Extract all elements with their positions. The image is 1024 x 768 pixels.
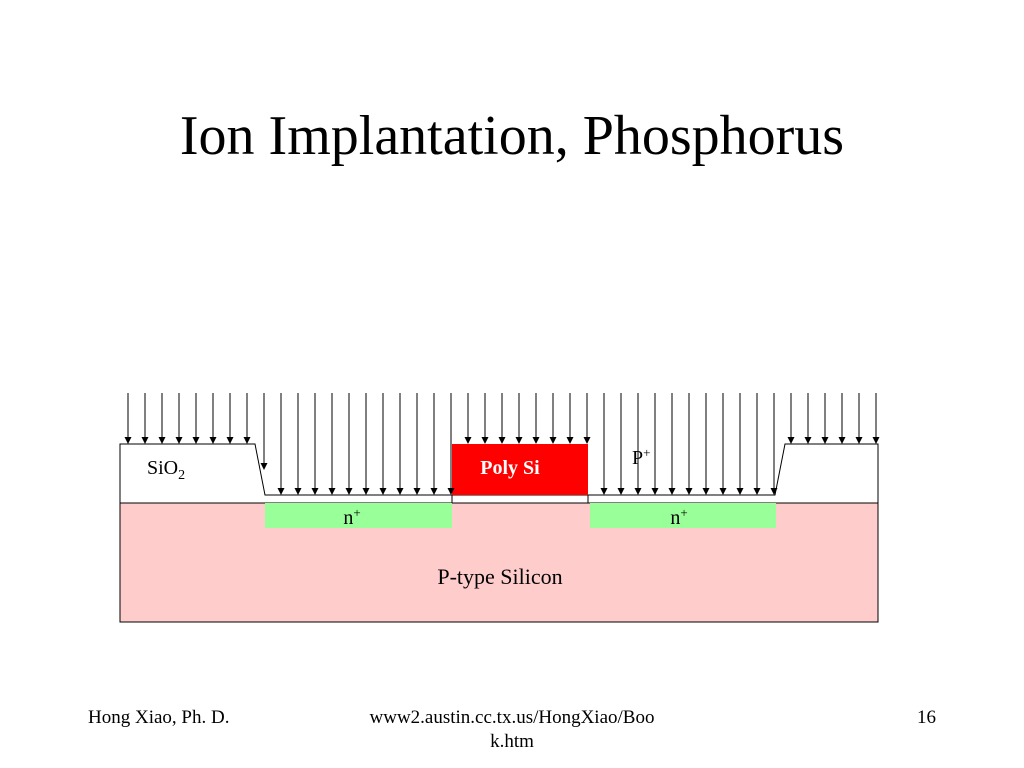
- ion-arrow-head: [430, 488, 438, 495]
- ion-arrow-head: [379, 488, 387, 495]
- ion-arrow-head: [617, 488, 625, 495]
- ion-arrow-head: [583, 437, 591, 444]
- ion-arrow-head: [736, 488, 744, 495]
- n-plus-right-label: n+: [670, 505, 687, 529]
- n-plus-left-label: n+: [343, 505, 360, 529]
- ion-arrow-head: [226, 437, 234, 444]
- ion-arrow-head: [158, 437, 166, 444]
- footer-url-line-1: www2.austin.cc.tx.us/HongXiao/Boo: [369, 707, 655, 728]
- footer-url: www2.austin.cc.tx.us/HongXiao/Boo k.htm: [360, 706, 664, 754]
- ion-arrow-head: [600, 488, 608, 495]
- n-plus-region-left: [265, 503, 452, 528]
- ion-arrow-head: [770, 488, 778, 495]
- ion-arrow-head: [566, 437, 574, 444]
- ion-arrow-head: [294, 488, 302, 495]
- p-plus-region-box: [624, 436, 678, 476]
- ion-arrow-head: [787, 437, 795, 444]
- sio2-label: SiO2: [147, 457, 185, 483]
- n-plus-region-right: [590, 503, 776, 528]
- poly-si-label: Poly Si: [480, 457, 540, 479]
- footer-url-line-2: k.htm: [490, 731, 534, 752]
- ion-arrow-head: [277, 488, 285, 495]
- ion-arrow-head: [838, 437, 846, 444]
- ion-arrow-head: [243, 437, 251, 444]
- ion-arrow-head: [447, 488, 455, 495]
- ion-arrow-head: [515, 437, 523, 444]
- ion-arrow-head: [668, 488, 676, 495]
- ion-arrow-head: [413, 488, 421, 495]
- slide-title: Ion Implantation, Phosphorus: [179, 105, 845, 167]
- ion-arrow-head: [328, 488, 336, 495]
- ion-arrow-head: [549, 437, 557, 444]
- ion-arrow-head: [719, 488, 727, 495]
- ion-arrow-head: [362, 488, 370, 495]
- substrate-label: P-type Silicon: [437, 564, 562, 589]
- ion-arrow-head: [804, 437, 812, 444]
- p-plus-label: P+: [632, 445, 650, 469]
- sio2-layer-right: [587, 443, 879, 504]
- phosphorus-ion-arrows: [124, 393, 880, 495]
- page-number: 16: [917, 707, 936, 728]
- footer-author: Hong Xiao, Ph. D.: [88, 707, 230, 728]
- ion-arrow-head: [498, 437, 506, 444]
- ion-arrow-head: [209, 437, 217, 444]
- ion-arrow-head: [464, 437, 472, 444]
- ion-arrow-head: [702, 488, 710, 495]
- ion-arrow-head: [481, 437, 489, 444]
- ion-arrow-head: [396, 488, 404, 495]
- ion-arrow-head: [192, 437, 200, 444]
- ion-arrow-head: [821, 437, 829, 444]
- ion-arrow-head: [311, 488, 319, 495]
- ion-arrow-head: [634, 488, 642, 495]
- ion-arrow-head: [124, 437, 132, 444]
- ion-arrow-head: [175, 437, 183, 444]
- ion-arrow-head: [345, 488, 353, 495]
- ion-arrow-head: [855, 437, 863, 444]
- ion-arrow-head: [141, 437, 149, 444]
- ion-arrow-head: [872, 437, 880, 444]
- ion-arrow-head: [753, 488, 761, 495]
- poly-si-gate: [452, 444, 588, 495]
- ion-arrow-head: [685, 488, 693, 495]
- ion-arrow-head: [651, 488, 659, 495]
- ion-arrow-head: [260, 463, 268, 470]
- ion-arrow-head: [532, 437, 540, 444]
